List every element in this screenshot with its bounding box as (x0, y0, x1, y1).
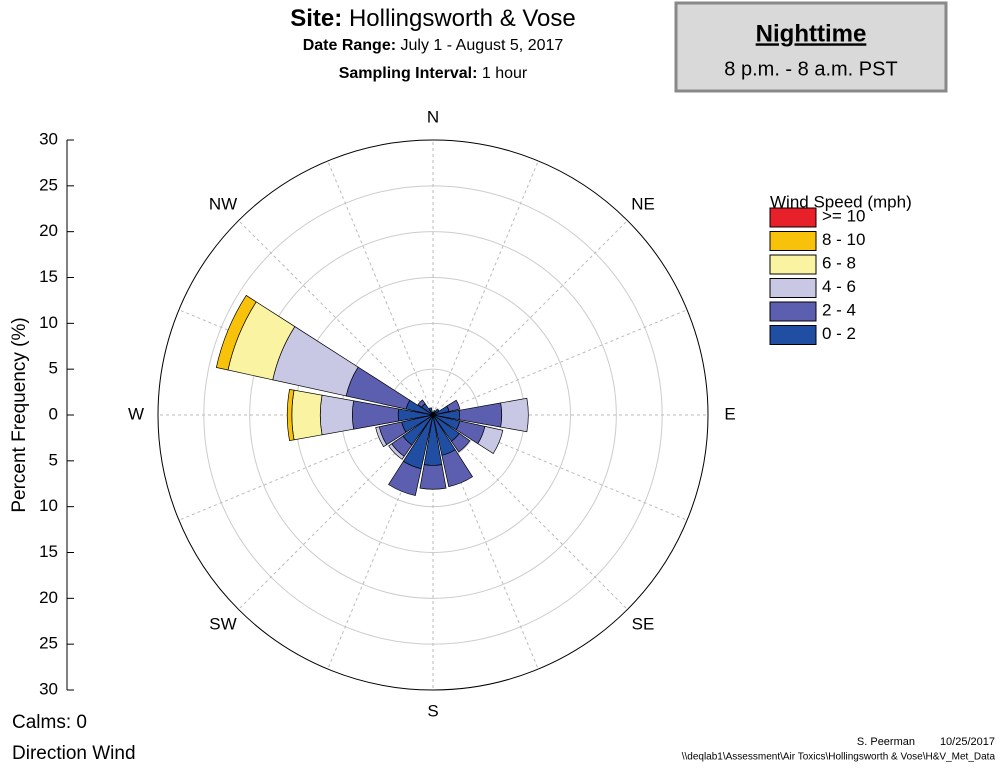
wedge (428, 407, 434, 416)
wedge (286, 388, 295, 442)
grid-spoke (178, 414, 434, 521)
period-box (674, 1, 948, 93)
wedge (375, 426, 388, 448)
legend-label: 2 - 4 (822, 300, 856, 319)
header-text: Hollingsworth & Vose (349, 5, 576, 32)
y-tick-label: 10 (39, 313, 58, 332)
file-path: \\deqlab1\Assessment\Air Toxics\Hollings… (682, 752, 996, 763)
wedge (441, 449, 474, 488)
y-tick-label: 5 (49, 450, 58, 469)
grid-spoke (432, 309, 688, 416)
grid-spoke (432, 414, 539, 670)
legend-swatch (769, 231, 817, 251)
direction-note: Direction Wind (12, 743, 136, 764)
y-tick-label: 30 (39, 679, 58, 698)
grid-spoke (178, 309, 434, 416)
legend-swatch (769, 254, 817, 275)
header-text: July 1 - August 5, 2017 (401, 37, 564, 54)
header-label: Sampling Interval: (339, 65, 478, 82)
wedge (500, 397, 529, 433)
direction-label: NE (631, 194, 655, 213)
wedge (215, 294, 257, 371)
grid-spoke (432, 414, 688, 521)
period-subtitle: 8 p.m. - 8 a.m. PST (724, 58, 897, 80)
calms-note: Calms: 0 (12, 712, 87, 733)
y-tick-label: 25 (39, 175, 58, 194)
direction-label: W (128, 404, 144, 423)
wedge (450, 432, 471, 453)
header-label: Site: (290, 5, 342, 32)
legend-swatch (769, 207, 817, 228)
date: 10/25/2017 (940, 736, 995, 748)
legend-swatch (769, 278, 817, 298)
wedge (417, 399, 426, 408)
period-title: Nighttime (756, 20, 867, 47)
wedge (388, 460, 422, 496)
y-tick-label: 20 (39, 588, 58, 607)
wedge (477, 425, 504, 455)
outer-ring (157, 139, 709, 691)
grid-spoke (432, 414, 628, 610)
header-text: 1 hour (482, 65, 528, 82)
y-tick-label: 25 (39, 634, 58, 653)
header-line: Site: Hollingsworth & Vose (290, 5, 576, 32)
grid-ring (249, 231, 617, 599)
legend-title: Wind Speed (mph) (770, 192, 912, 211)
legend-swatch (769, 325, 817, 345)
direction-label: NW (209, 194, 237, 213)
wedge (419, 464, 447, 490)
grid-spoke (238, 220, 434, 416)
wedge (388, 443, 405, 460)
y-tick-label: 0 (49, 404, 58, 423)
y-tick-label: 15 (39, 267, 58, 286)
direction-label: S (427, 701, 438, 720)
legend-swatch (769, 301, 817, 322)
header-line: Date Range: July 1 - August 5, 2017 (303, 37, 564, 54)
direction-label: N (427, 107, 439, 126)
wedge (291, 389, 323, 441)
grid-spoke (327, 160, 434, 416)
y-tick-label: 5 (49, 359, 58, 378)
y-tick-label: 10 (39, 496, 58, 515)
y-tick-label: 20 (39, 221, 58, 240)
header-label: Date Range: (303, 37, 396, 54)
grid-spoke (432, 220, 628, 416)
direction-label: E (724, 404, 735, 423)
y-axis-label: Percent Frequency (%) (9, 317, 30, 512)
direction-label: SE (632, 614, 655, 633)
grid-spoke (238, 414, 434, 610)
grid-spoke (432, 160, 539, 416)
legend-label: 4 - 6 (822, 277, 856, 296)
legend-label: 8 - 10 (822, 230, 865, 249)
y-tick-label: 30 (39, 129, 58, 148)
wedge (319, 394, 354, 436)
y-tick-label: 15 (39, 542, 58, 561)
legend-label: 0 - 2 (822, 324, 856, 343)
header-line: Sampling Interval: 1 hour (339, 65, 528, 82)
legend-label: 6 - 8 (822, 253, 856, 272)
legend-label: >= 10 (822, 206, 866, 225)
direction-label: SW (209, 614, 236, 633)
author: S. Peerman (857, 736, 915, 748)
wedge (446, 399, 461, 412)
grid-spoke (327, 414, 434, 670)
